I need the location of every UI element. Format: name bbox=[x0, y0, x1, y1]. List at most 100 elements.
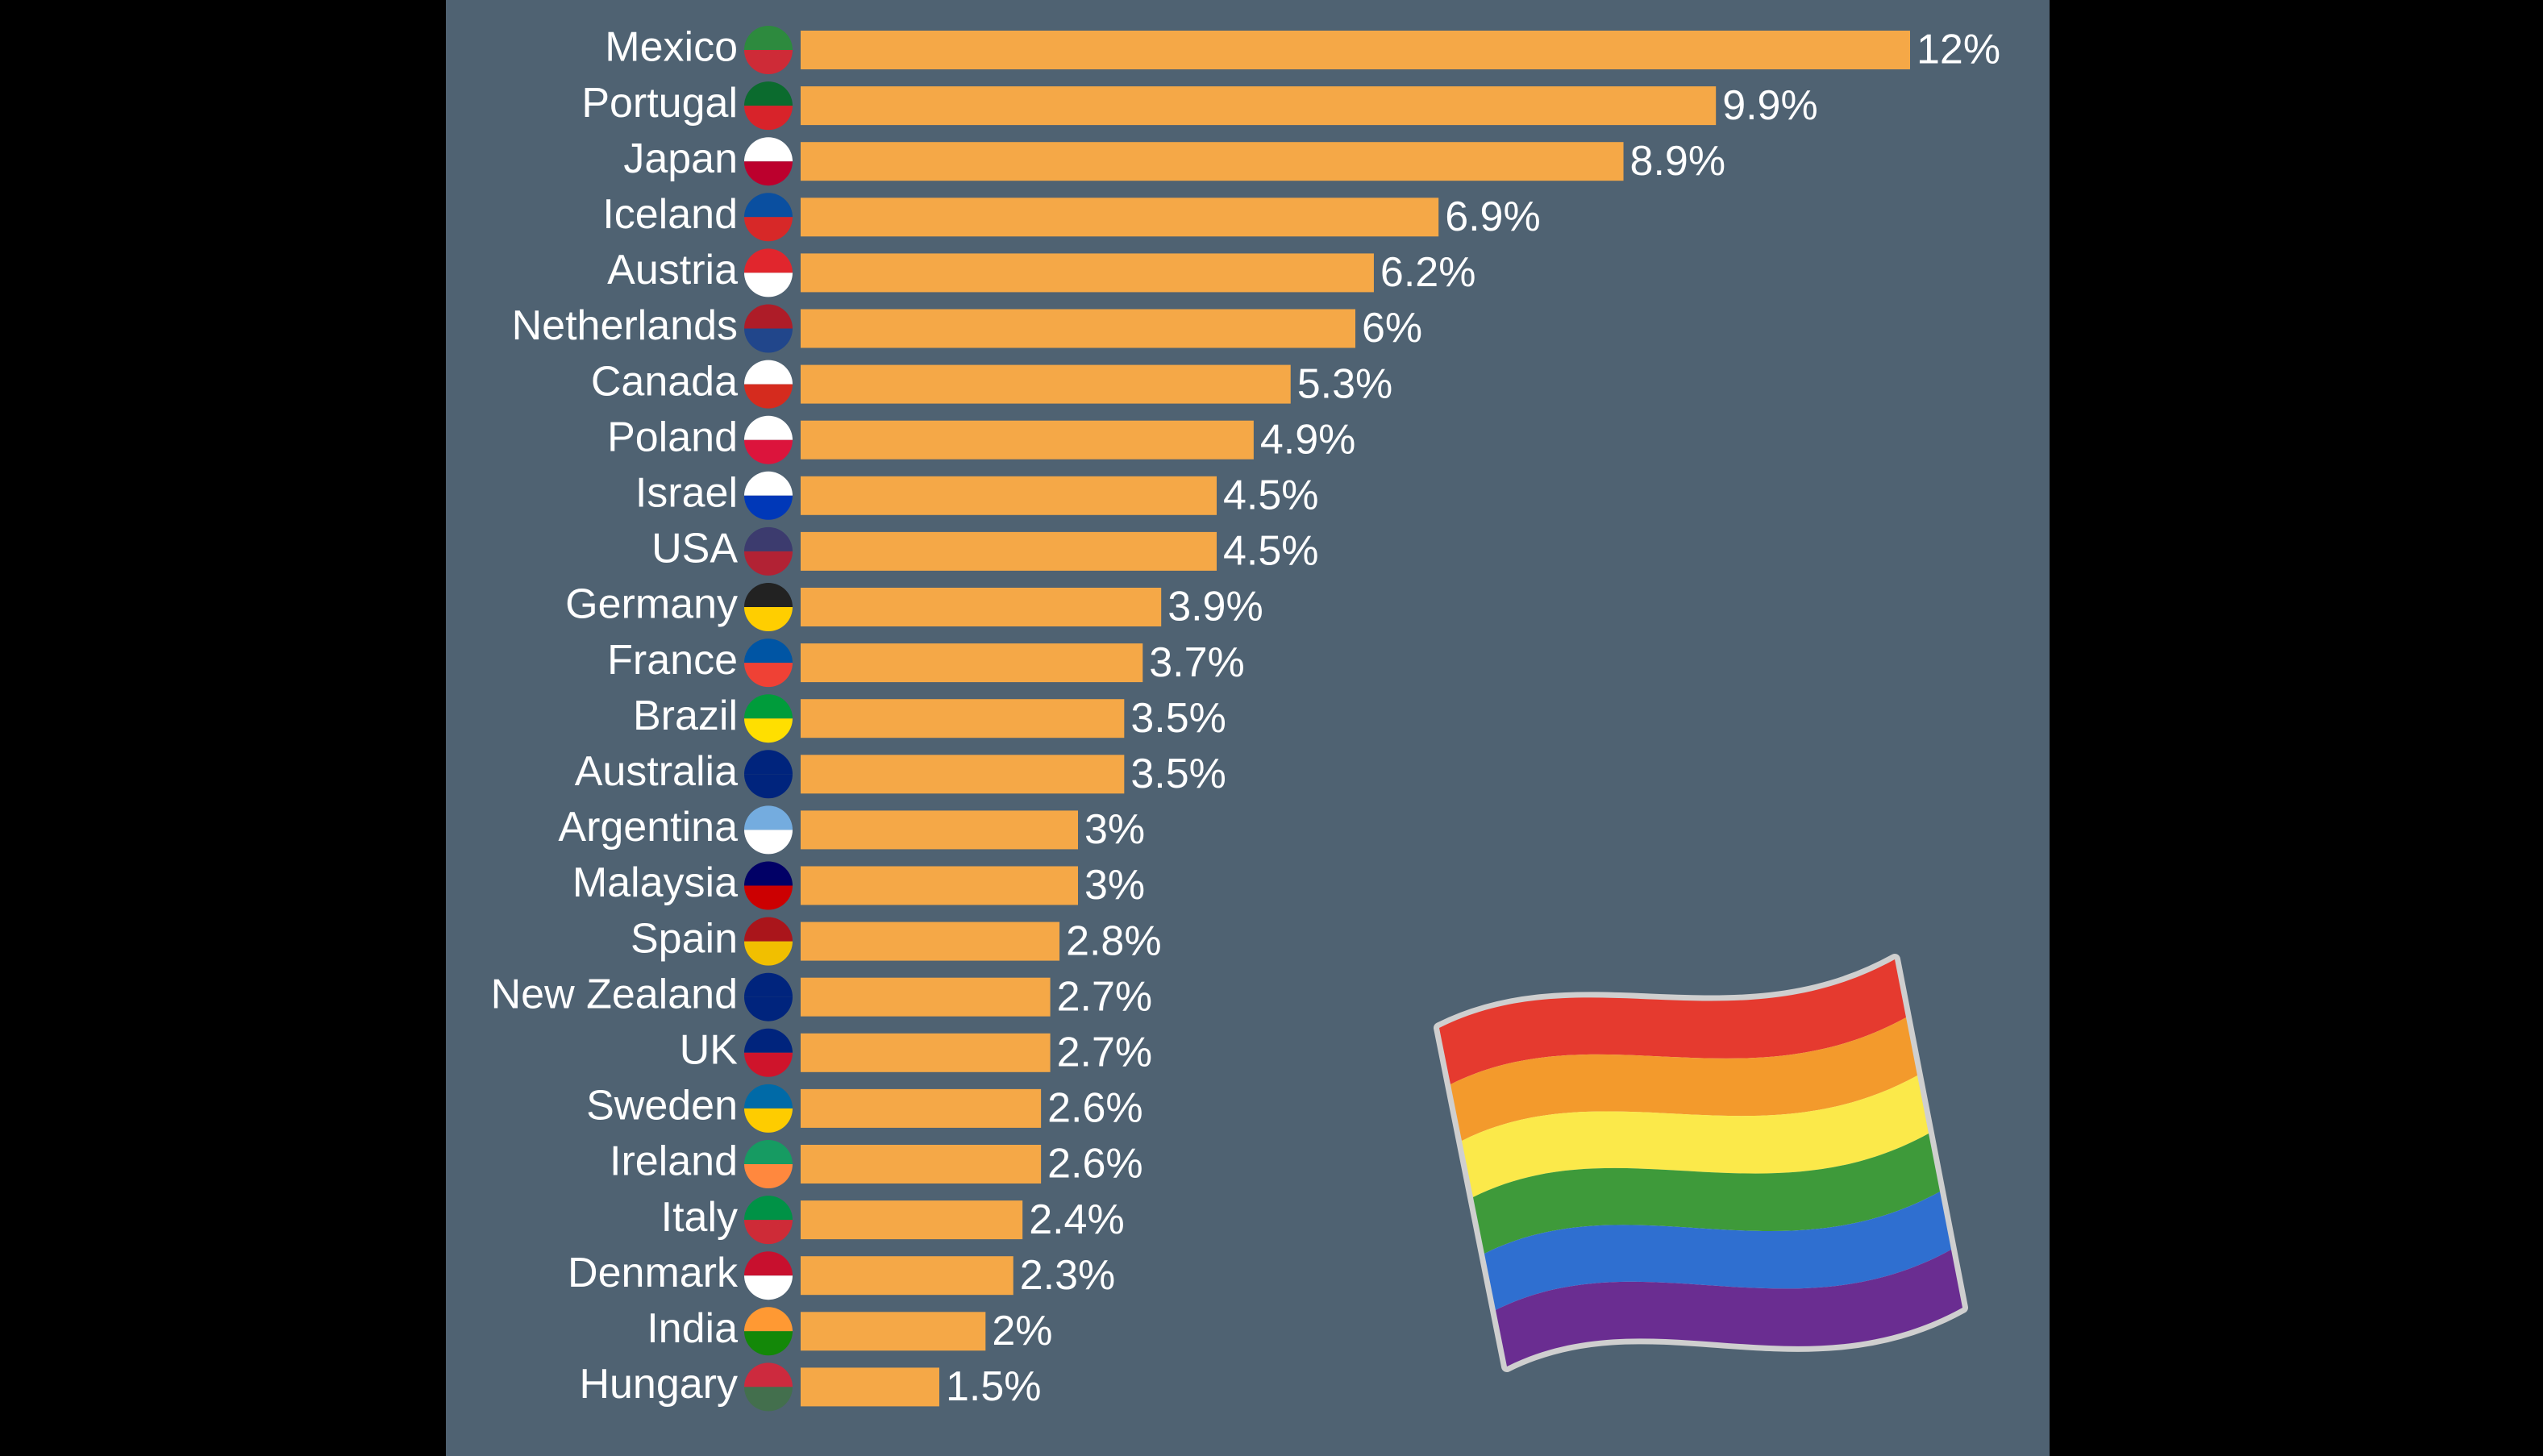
category-label: Spain bbox=[631, 915, 738, 962]
value-label: 3.9% bbox=[1167, 584, 1263, 630]
flag-icon bbox=[744, 217, 793, 242]
category-label: Denmark bbox=[568, 1250, 739, 1296]
bar bbox=[801, 1367, 939, 1407]
value-label: 2.8% bbox=[1066, 917, 1162, 964]
flag-icon bbox=[744, 526, 793, 551]
flag-icon bbox=[744, 272, 793, 297]
category-label: France bbox=[607, 637, 738, 684]
flag-stripe bbox=[1473, 1134, 1940, 1254]
category-label: Israel bbox=[635, 470, 738, 517]
value-label: 2.6% bbox=[1047, 1141, 1143, 1188]
value-label: 9.9% bbox=[1722, 82, 1818, 129]
flag-icon bbox=[744, 941, 793, 966]
rainbow-flag bbox=[1434, 954, 1968, 1372]
flag-stripe bbox=[1484, 1192, 1951, 1310]
category-label: Mexico bbox=[605, 24, 738, 71]
bar bbox=[801, 476, 1217, 515]
flag-stripe bbox=[1450, 1017, 1917, 1141]
flag-icon bbox=[744, 1362, 793, 1387]
value-label: 4.5% bbox=[1223, 528, 1319, 575]
flag-icon bbox=[744, 1164, 793, 1188]
flag-icon bbox=[744, 805, 793, 830]
bar bbox=[801, 86, 1717, 126]
flag-icon bbox=[744, 972, 793, 997]
flag-icon bbox=[744, 607, 793, 631]
bar bbox=[801, 531, 1217, 571]
flag-icon bbox=[744, 26, 793, 50]
flag-icon bbox=[744, 415, 793, 440]
flag-icon bbox=[744, 106, 793, 131]
flag-icon bbox=[744, 583, 793, 607]
bar bbox=[801, 977, 1051, 1017]
category-label: Japan bbox=[623, 135, 738, 182]
flag-icon bbox=[744, 161, 793, 186]
value-label: 4.9% bbox=[1260, 416, 1356, 463]
bar bbox=[801, 643, 1143, 683]
flag-icon bbox=[744, 1108, 793, 1133]
category-label: New Zealand bbox=[491, 971, 738, 1017]
bar bbox=[801, 142, 1624, 181]
value-label: 3.5% bbox=[1130, 751, 1226, 797]
flag-icon bbox=[744, 718, 793, 743]
flag-icon bbox=[744, 1052, 793, 1077]
flag-icon bbox=[744, 304, 793, 329]
flag-icon bbox=[744, 471, 793, 496]
category-label: UK bbox=[680, 1027, 739, 1074]
value-label: 6.2% bbox=[1380, 249, 1476, 296]
category-label: USA bbox=[651, 526, 738, 572]
bar bbox=[801, 1256, 1013, 1296]
flag-icon bbox=[744, 885, 793, 910]
value-label: 2.7% bbox=[1057, 1030, 1153, 1076]
flag-icon bbox=[744, 861, 793, 886]
value-label: 12% bbox=[1917, 27, 2000, 73]
flag-icon bbox=[744, 917, 793, 942]
bar bbox=[801, 253, 1374, 293]
value-label: 2.6% bbox=[1047, 1085, 1143, 1132]
flag-icon bbox=[744, 495, 793, 520]
value-label: 6.9% bbox=[1445, 193, 1541, 240]
flag-stripe bbox=[1496, 1250, 1962, 1367]
flag-icon bbox=[744, 750, 793, 775]
bar bbox=[801, 921, 1060, 961]
bar bbox=[801, 1145, 1042, 1184]
bar bbox=[801, 1312, 986, 1351]
flag-icon bbox=[744, 1028, 793, 1053]
value-label: 2.4% bbox=[1029, 1196, 1125, 1243]
category-label: Canada bbox=[591, 358, 738, 405]
bar bbox=[801, 31, 1910, 69]
value-label: 3.7% bbox=[1149, 639, 1245, 686]
bar bbox=[801, 1088, 1042, 1128]
value-label: 8.9% bbox=[1630, 138, 1726, 185]
value-label: 3% bbox=[1084, 806, 1145, 853]
category-label: Germany bbox=[565, 581, 738, 628]
value-label: 6% bbox=[1362, 305, 1422, 352]
flag-icon bbox=[744, 328, 793, 353]
category-label: Sweden bbox=[586, 1083, 738, 1129]
value-label: 2% bbox=[992, 1308, 1052, 1354]
value-label: 1.5% bbox=[946, 1363, 1042, 1410]
bar bbox=[801, 755, 1125, 794]
flag-icon bbox=[744, 1196, 793, 1221]
flag-icon bbox=[744, 360, 793, 385]
value-label: 3% bbox=[1084, 862, 1145, 909]
flag-icon bbox=[744, 551, 793, 576]
bar bbox=[801, 420, 1254, 460]
bar bbox=[801, 309, 1355, 348]
category-label: Poland bbox=[607, 414, 738, 460]
flag-icon bbox=[744, 137, 793, 162]
category-label: Argentina bbox=[558, 804, 738, 851]
category-label: Portugal bbox=[581, 80, 738, 127]
flag-icon bbox=[744, 1251, 793, 1276]
category-label: Brazil bbox=[633, 693, 738, 739]
category-label: Hungary bbox=[579, 1361, 738, 1408]
flag-icon bbox=[744, 1220, 793, 1245]
category-label: Iceland bbox=[602, 191, 738, 238]
category-label: Ireland bbox=[610, 1138, 738, 1185]
flag-icon bbox=[744, 193, 793, 218]
bar bbox=[801, 699, 1125, 738]
bar bbox=[801, 866, 1078, 905]
flag-icon bbox=[744, 774, 793, 799]
flag-icon bbox=[744, 81, 793, 106]
